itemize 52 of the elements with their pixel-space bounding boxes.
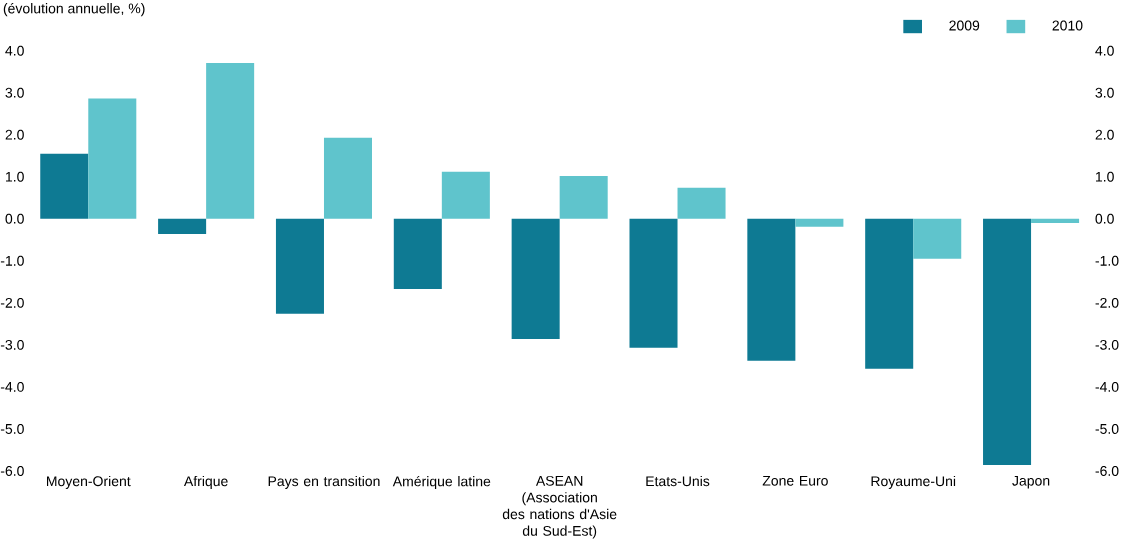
x-tick-label: Etats-Unis bbox=[646, 476, 710, 487]
bar bbox=[158, 218, 207, 235]
y2-tick-label: 4.0 bbox=[1095, 45, 1114, 56]
bar bbox=[323, 137, 372, 219]
x-tick-label: Pays en transition bbox=[268, 476, 380, 490]
y-tick-label: -6.0 bbox=[0, 466, 24, 477]
y-tick-label: -1.0 bbox=[0, 256, 24, 266]
y2-tick-label: -6.0 bbox=[1095, 466, 1119, 477]
y2-tick-label: -4.0 bbox=[1095, 382, 1119, 393]
y-tick-label: -4.0 bbox=[0, 382, 24, 393]
x-tick-label: Amérique latine bbox=[392, 476, 491, 490]
bar bbox=[983, 218, 1032, 466]
y-tick-label: 1.0 bbox=[6, 171, 24, 182]
y2-tick-label: 3.0 bbox=[1095, 87, 1114, 98]
y-tick-label: 4.0 bbox=[5, 45, 24, 56]
bar bbox=[40, 153, 89, 219]
bar bbox=[559, 176, 608, 219]
x-tick-label: Royaume-Uni bbox=[871, 476, 956, 490]
bar bbox=[511, 218, 560, 340]
x-tick-label: Zone Euro bbox=[762, 476, 828, 486]
bar bbox=[795, 218, 844, 227]
y2-tick-label: 0.0 bbox=[1095, 214, 1114, 224]
y-tick-label: 3.0 bbox=[5, 87, 24, 98]
y2-tick-label: -5.0 bbox=[1095, 424, 1119, 435]
bar bbox=[1031, 218, 1080, 224]
x-tick-label: Japon bbox=[1012, 476, 1050, 489]
bar bbox=[393, 218, 442, 290]
bar bbox=[913, 218, 962, 259]
y-tick-label: 2.0 bbox=[5, 129, 24, 140]
x-tick-label: Moyen-Orient bbox=[47, 476, 131, 490]
legend-label: 2010 bbox=[1052, 20, 1083, 31]
bar bbox=[629, 218, 678, 348]
bar bbox=[865, 218, 914, 369]
x-tick-label: ASEAN (Association des nations d'Asie du Sud-Est) bbox=[502, 476, 617, 539]
bar bbox=[747, 218, 796, 362]
bar bbox=[206, 63, 255, 219]
y-tick-label: -3.0 bbox=[0, 340, 24, 350]
y2-tick-label: -3.0 bbox=[1095, 340, 1119, 350]
y-tick-label: 0.0 bbox=[5, 214, 24, 224]
y2-tick-label: 2.0 bbox=[1095, 129, 1114, 140]
bar bbox=[441, 171, 490, 219]
y2-tick-label: -1.0 bbox=[1095, 256, 1119, 266]
bar bbox=[275, 218, 324, 314]
bar bbox=[677, 187, 726, 219]
y2-tick-label: -2.0 bbox=[1095, 298, 1119, 308]
x-tick-label: Afrique bbox=[183, 476, 228, 490]
y-tick-label: -5.0 bbox=[0, 424, 24, 435]
bar bbox=[88, 98, 137, 219]
y2-tick-label: 1.0 bbox=[1096, 171, 1114, 182]
legend-label: 2009 bbox=[949, 20, 980, 31]
y-axis-title: (évolution annuelle, %) bbox=[3, 3, 145, 17]
y-tick-label: -2.0 bbox=[0, 298, 24, 308]
